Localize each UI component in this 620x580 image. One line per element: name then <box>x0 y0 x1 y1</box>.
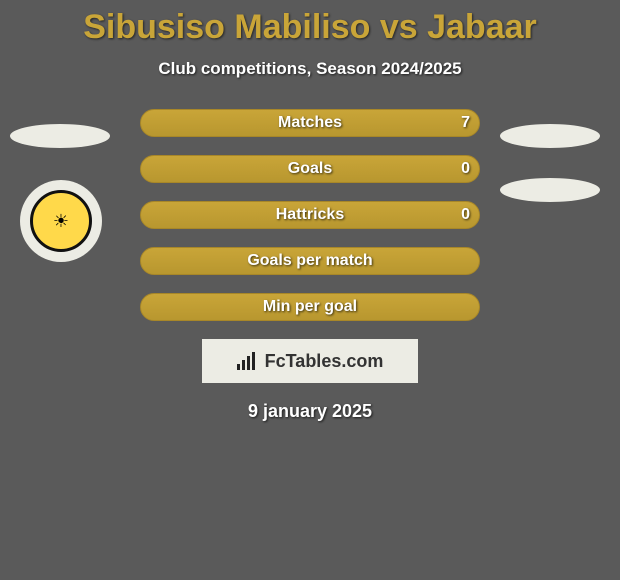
stat-row-hattricks: Hattricks 0 <box>140 201 480 229</box>
player-silhouette-left <box>10 124 110 148</box>
stat-row-matches: Matches 7 <box>140 109 480 137</box>
stat-bar <box>140 109 480 137</box>
stat-bar <box>140 293 480 321</box>
comparison-card: Sibusiso Mabiliso vs Jabaar Club competi… <box>0 0 620 580</box>
stat-row-goals: Goals 0 <box>140 155 480 183</box>
stat-bar <box>140 247 480 275</box>
stat-row-min-per-goal: Min per goal <box>140 293 480 321</box>
page-title: Sibusiso Mabiliso vs Jabaar <box>0 8 620 47</box>
bar-chart-icon <box>237 352 259 370</box>
stat-bar <box>140 155 480 183</box>
stat-bars: Matches 7 Goals 0 Hattricks 0 Goals per … <box>140 109 480 321</box>
brand-badge[interactable]: FcTables.com <box>202 339 418 383</box>
stat-bar <box>140 201 480 229</box>
club-logo-inner: ☀ <box>30 190 92 252</box>
brand-text: FcTables.com <box>265 351 384 372</box>
player-silhouette-right-2 <box>500 178 600 202</box>
subtitle: Club competitions, Season 2024/2025 <box>0 59 620 79</box>
player-silhouette-right-1 <box>500 124 600 148</box>
date-text: 9 january 2025 <box>0 401 620 422</box>
club-logo-glyph: ☀ <box>53 211 69 232</box>
club-logo: ☀ <box>20 180 102 262</box>
stat-row-goals-per-match: Goals per match <box>140 247 480 275</box>
